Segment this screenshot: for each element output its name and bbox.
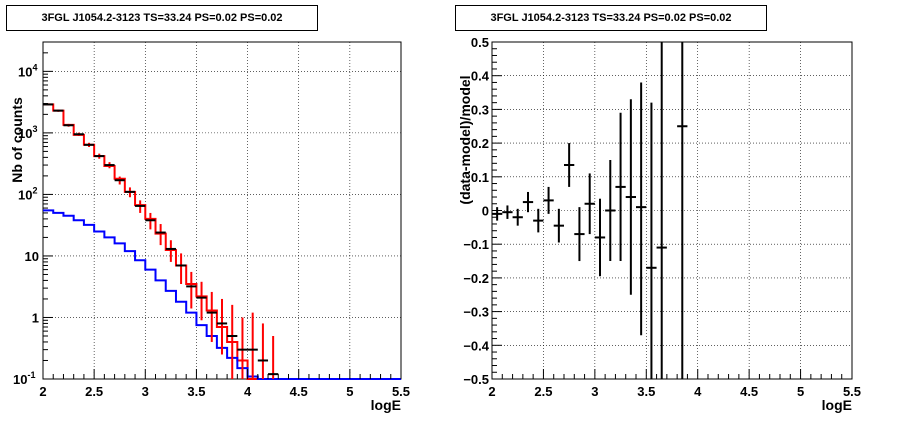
residual-plot-xlabel: logE bbox=[822, 397, 852, 413]
residual-y-tick-label: −0.3 bbox=[463, 305, 489, 320]
residual-y-tick-label: 0.4 bbox=[471, 69, 490, 84]
counts-plot-xlabel: logE bbox=[371, 397, 401, 413]
counts-x-tick-label: 2.5 bbox=[85, 384, 103, 399]
counts-x-tick-label: 3 bbox=[142, 384, 149, 399]
residual-y-tick-label: 0.2 bbox=[471, 136, 489, 151]
counts-x-tick-label: 5.5 bbox=[392, 384, 410, 399]
counts-plot-ylabel: Nb of counts bbox=[9, 97, 25, 183]
residual-y-tick-label: −0.4 bbox=[463, 338, 489, 353]
counts-y-tick-label: 104 bbox=[18, 62, 37, 79]
residual-y-tick-label: 0.3 bbox=[471, 102, 489, 117]
residual-x-tick-label: 3.5 bbox=[637, 384, 655, 399]
residual-x-tick-label: 2 bbox=[488, 384, 495, 399]
residual-plot-series bbox=[492, 42, 688, 379]
counts-y-tick-label: 10 bbox=[25, 249, 39, 264]
residual-x-tick-label: 3 bbox=[591, 384, 598, 399]
counts-series-source-model bbox=[43, 209, 401, 380]
residual-y-tick-label: −0.2 bbox=[463, 271, 489, 286]
residual-x-tick-label: 2.5 bbox=[534, 384, 552, 399]
counts-plot-series bbox=[43, 103, 401, 380]
counts-y-tick-label: 10-1 bbox=[13, 370, 35, 387]
residual-x-tick-label: 4.5 bbox=[740, 384, 758, 399]
residual-plot-ylabel: (data-model)/model bbox=[457, 75, 473, 204]
residual-y-tick-label: −0.1 bbox=[463, 237, 489, 252]
residual-plot-title: 3FGL J1054.2-3123 TS=33.24 PS=0.02 PS=0.… bbox=[455, 5, 767, 31]
counts-x-tick-label: 4.5 bbox=[290, 384, 308, 399]
residual-y-tick-label: 0.5 bbox=[471, 35, 489, 50]
counts-y-tick-label: 1 bbox=[32, 310, 39, 325]
residual-plot: 2 2.5 3 3.5 4 4.5 5 5.5 −0.5 −0.4 −0.3 −0.2 −0.1 0 0.1… bbox=[457, 35, 861, 413]
counts-y-tick-label: 102 bbox=[18, 185, 37, 202]
counts-x-tick-label: 2 bbox=[39, 384, 46, 399]
residual-plot-axes: 2 2.5 3 3.5 4 4.5 5 5.5 −0.5 −0.4 −0.3 −0.2 −0.1 0 0.1… bbox=[463, 35, 861, 399]
counts-x-tick-label: 4 bbox=[244, 384, 252, 399]
residual-y-tick-label: 0.1 bbox=[471, 170, 489, 185]
residual-x-tick-label: 4 bbox=[694, 384, 702, 399]
residual-y-tick-label: 0 bbox=[482, 204, 489, 219]
residual-x-tick-label: 5 bbox=[797, 384, 804, 399]
counts-x-tick-label: 3.5 bbox=[187, 384, 205, 399]
residual-y-tick-label: −0.5 bbox=[463, 372, 489, 387]
residual-x-tick-label: 5.5 bbox=[843, 384, 861, 399]
counts-x-tick-label: 5 bbox=[346, 384, 353, 399]
counts-plot-title: 3FGL J1054.2-3123 TS=33.24 PS=0.02 PS=0.… bbox=[6, 5, 318, 31]
